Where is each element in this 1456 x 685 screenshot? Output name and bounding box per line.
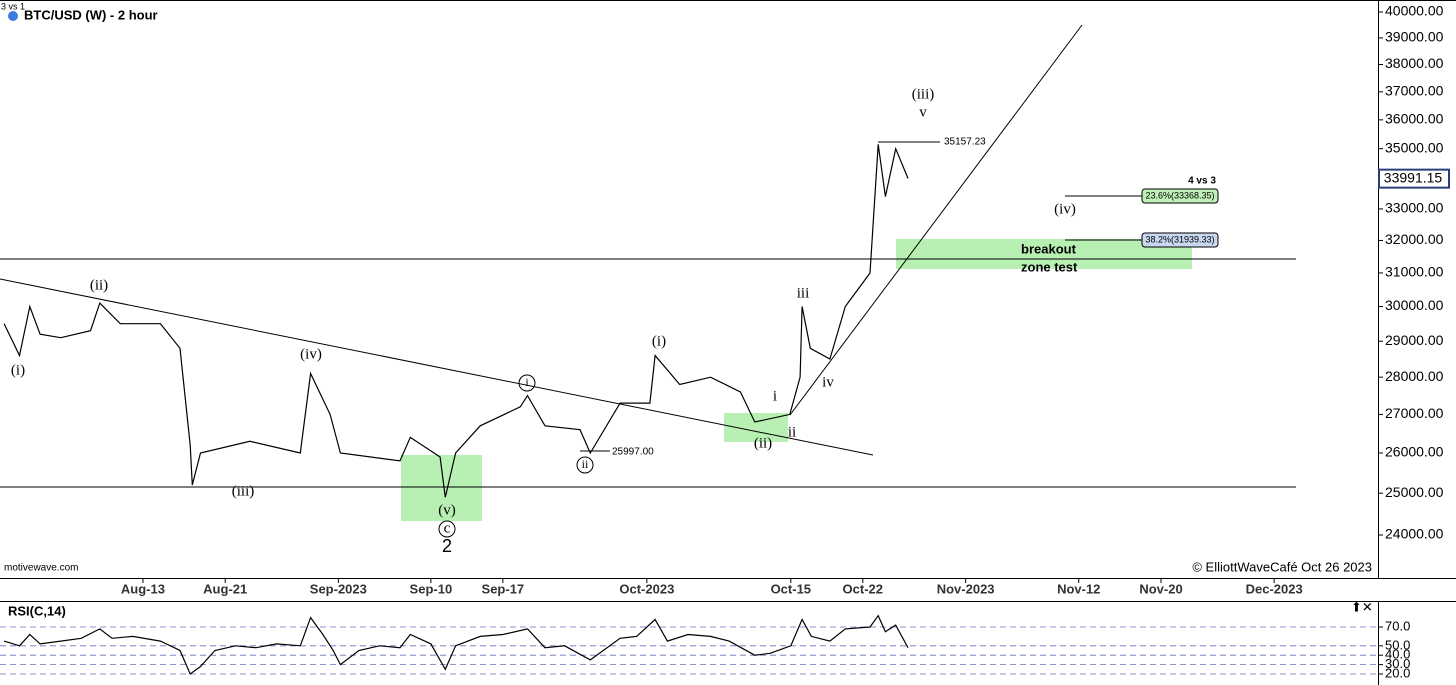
x-tick-label: Sep-2023 <box>310 581 367 596</box>
annotation: motivewave.com <box>4 563 78 574</box>
annotation: i <box>525 375 529 389</box>
annotation: (iii) <box>912 86 935 102</box>
annotation: 4 vs 3 <box>1188 176 1216 187</box>
wave-circle <box>518 374 536 392</box>
annotation: © ElliottWaveCafé Oct 26 2023 <box>1192 559 1372 574</box>
annotation: c <box>444 520 451 536</box>
y-tick-label: 40000.00 <box>1385 3 1444 19</box>
annotation: (iv) <box>300 346 322 362</box>
annotation: 38.2%(31939.33) <box>1145 234 1214 244</box>
y-tick-label: 24000.00 <box>1385 526 1444 542</box>
annotation: (iii) <box>232 483 255 499</box>
y-tick-label: 37000.00 <box>1385 83 1444 99</box>
y-tick-label: 36000.00 <box>1385 111 1444 127</box>
y-tick-label: 30000.00 <box>1385 297 1444 313</box>
last-price-box <box>1378 168 1450 189</box>
y-tick-label: 70.0 <box>1385 618 1410 633</box>
annotation: 35157.23 <box>944 137 986 148</box>
x-tick-label: Sep-10 <box>410 581 453 596</box>
x-tick-label: Oct-2023 <box>619 581 674 596</box>
annotation: zone test <box>1021 259 1078 274</box>
annotation: (ii) <box>754 435 772 451</box>
annotation: 3 vs 1 <box>1 1 25 11</box>
x-tick-label: Aug-21 <box>203 581 247 596</box>
annotation: ii <box>582 457 589 471</box>
x-tick-label: Nov-20 <box>1139 581 1182 596</box>
annotation: (ii) <box>90 277 108 293</box>
x-tick-label: Nov-12 <box>1057 581 1100 596</box>
wave-circle <box>576 456 594 474</box>
y-tick-label: 39000.00 <box>1385 29 1444 45</box>
annotation: v <box>919 104 927 120</box>
last-price-label: 33991.15 <box>1384 169 1443 185</box>
x-tick-label: Oct-15 <box>771 581 811 596</box>
annotation: 2 <box>442 536 452 556</box>
y-tick-label: 27000.00 <box>1385 405 1444 421</box>
y-tick-label: 28000.00 <box>1385 368 1444 384</box>
annotation: breakout <box>1021 241 1077 256</box>
y-tick-label: 35000.00 <box>1385 139 1444 155</box>
y-tick-label: 38000.00 <box>1385 55 1444 71</box>
wave-circle <box>438 520 456 538</box>
price-line <box>3 614 909 675</box>
y-tick-label: 33000.00 <box>1385 200 1444 216</box>
y-tick-label: 50.0 <box>1385 637 1410 652</box>
rsi-title: RSI(C,14) <box>8 603 66 618</box>
annotation: iii <box>797 285 810 301</box>
y-tick-label: 40.0 <box>1385 647 1410 662</box>
x-tick-label: Dec-2023 <box>1246 581 1303 596</box>
annotation: 25997.00 <box>612 447 654 458</box>
x-tick-label: Aug-13 <box>121 581 165 596</box>
annotation: 23.6%(33368.35) <box>1145 190 1214 200</box>
y-tick-label: 32000.00 <box>1385 231 1444 247</box>
annotation: (i) <box>11 362 25 378</box>
chart-title: BTC/USD (W) - 2 hour <box>24 7 158 22</box>
y-tick-label: 20.0 <box>1385 665 1410 680</box>
price-line <box>3 144 909 498</box>
y-tick-label: 29000.00 <box>1385 332 1444 348</box>
trend-line <box>789 24 1083 416</box>
annotation: iv <box>822 374 834 390</box>
annotation: (iv) <box>1054 201 1076 217</box>
y-tick-label: 25000.00 <box>1385 484 1444 500</box>
annotation: (i) <box>652 333 666 349</box>
symbol-dot <box>8 11 18 21</box>
annotation: ii <box>788 424 796 440</box>
y-tick-label: 26000.00 <box>1385 444 1444 460</box>
y-tick-label: 31000.00 <box>1385 264 1444 280</box>
annotation: i <box>773 388 777 404</box>
x-tick-label: Nov-2023 <box>937 581 995 596</box>
trend-line <box>0 278 874 456</box>
y-tick-label: 30.0 <box>1385 656 1410 671</box>
x-tick-label: Sep-17 <box>482 581 525 596</box>
annotation: (v) <box>438 502 456 518</box>
x-tick-label: Oct-22 <box>843 581 883 596</box>
fib-box <box>1141 188 1219 204</box>
fib-box <box>1141 232 1219 248</box>
pane-button[interactable]: ⬆✕ <box>1351 599 1373 614</box>
